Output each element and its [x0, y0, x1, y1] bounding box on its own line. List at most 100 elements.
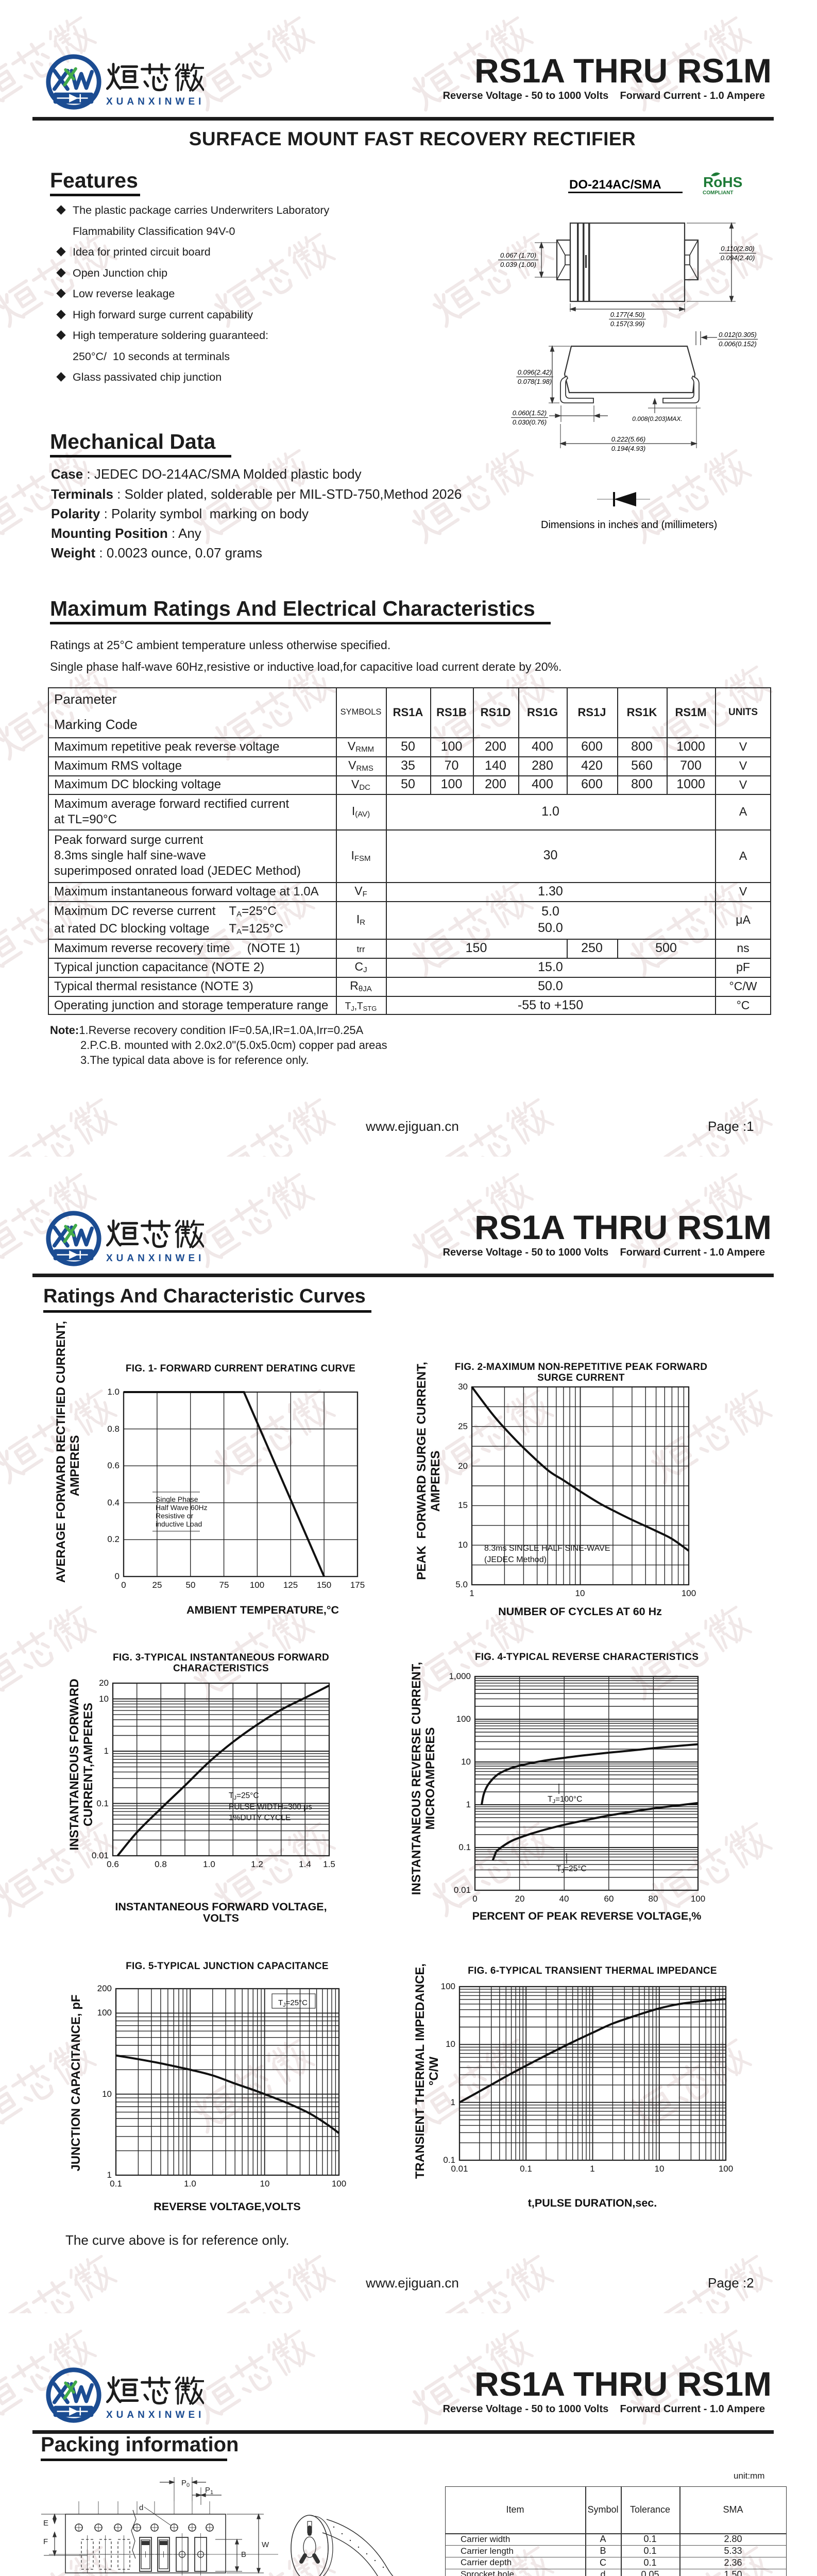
- svg-text:0.039 (1.00): 0.039 (1.00): [500, 261, 536, 268]
- svg-text:MICROAMPERES: MICROAMPERES: [423, 1727, 437, 1830]
- svg-text:inductive Load: inductive Load: [156, 1520, 202, 1528]
- svg-text:10: 10: [260, 2179, 270, 2189]
- svg-text:0.1: 0.1: [443, 2155, 455, 2165]
- svg-text:1.5: 1.5: [323, 1859, 335, 1869]
- svg-text:50: 50: [186, 1580, 196, 1590]
- svg-text:0.110(2.80): 0.110(2.80): [721, 245, 755, 252]
- svg-text:100: 100: [682, 1588, 696, 1598]
- svg-text:AMBIENT TEMPERATURE,°C: AMBIENT TEMPERATURE,°C: [186, 1604, 339, 1616]
- svg-text:0.008(0.203)MAX.: 0.008(0.203)MAX.: [632, 415, 682, 422]
- svg-text:0.012(0.305): 0.012(0.305): [719, 331, 757, 338]
- svg-text:30: 30: [458, 1382, 468, 1392]
- svg-text:TJ=100°C: TJ=100°C: [548, 1795, 582, 1805]
- svg-text:25: 25: [152, 1580, 162, 1590]
- svg-text:1.2: 1.2: [251, 1859, 263, 1869]
- svg-text:0.222(5.66): 0.222(5.66): [611, 435, 646, 443]
- svg-text:10: 10: [99, 1694, 109, 1704]
- svg-text:RoHS: RoHS: [703, 174, 742, 190]
- svg-text:d: d: [139, 2503, 143, 2512]
- svg-text:1: 1: [466, 1800, 471, 1809]
- svg-text:175: 175: [350, 1580, 365, 1590]
- svg-text:TJ=25°C: TJ=25°C: [278, 1998, 308, 2008]
- svg-text:1: 1: [107, 2170, 112, 2180]
- svg-text:0.4: 0.4: [107, 1498, 120, 1507]
- svg-text:F: F: [43, 2537, 48, 2546]
- svg-text:0: 0: [472, 1894, 477, 1904]
- svg-text:0.8: 0.8: [107, 1424, 120, 1434]
- svg-text:125: 125: [283, 1580, 298, 1590]
- svg-text:PERCENT OF PEAK REVERSE VOLTAG: PERCENT OF PEAK REVERSE VOLTAGE,%: [472, 1910, 702, 1922]
- svg-text:100: 100: [97, 2008, 112, 2018]
- svg-text:0.030(0.76): 0.030(0.76): [513, 418, 547, 426]
- svg-text:5.0: 5.0: [455, 1580, 468, 1589]
- svg-text:1.0: 1.0: [203, 1859, 215, 1869]
- svg-text:FIG. 2-MAXIMUM NON-REPETITIVE: FIG. 2-MAXIMUM NON-REPETITIVE PEAK FORWA…: [455, 1362, 707, 1372]
- svg-text:1,000: 1,000: [449, 1671, 471, 1681]
- svg-text:0.6: 0.6: [107, 1461, 120, 1470]
- svg-text:8.3ms SINGLE HALF SINE-WAVE: 8.3ms SINGLE HALF SINE-WAVE: [484, 1544, 610, 1553]
- svg-text:100: 100: [441, 1981, 455, 1991]
- svg-text:0.177(4.50): 0.177(4.50): [610, 311, 645, 318]
- svg-text:JUNCTION CAPACITANCE, pF: JUNCTION CAPACITANCE, pF: [69, 1994, 83, 2171]
- svg-text:NUMBER OF CYCLES AT 60 Hz: NUMBER OF CYCLES AT 60 Hz: [498, 1605, 662, 1618]
- svg-text:0.096(2.42): 0.096(2.42): [518, 368, 552, 376]
- svg-text:0.6: 0.6: [107, 1859, 119, 1869]
- svg-text:20: 20: [515, 1894, 525, 1904]
- svg-text:W: W: [262, 2540, 269, 2549]
- svg-text:10: 10: [446, 2039, 455, 2049]
- svg-text:15: 15: [458, 1500, 468, 1510]
- svg-text:100: 100: [250, 1580, 264, 1590]
- svg-text:10: 10: [655, 2164, 665, 2174]
- svg-text:150: 150: [317, 1580, 331, 1590]
- svg-text:0.01: 0.01: [451, 2164, 468, 2174]
- svg-text:TJ=25°C: TJ=25°C: [556, 1865, 587, 1874]
- svg-text:100: 100: [691, 1894, 705, 1904]
- svg-text:100: 100: [456, 1714, 471, 1724]
- svg-text:FIG. 1- FORWARD CURRENT DERATI: FIG. 1- FORWARD CURRENT DERATING CURVE: [126, 1363, 355, 1374]
- svg-text:°C/W: °C/W: [427, 2057, 441, 2086]
- svg-text:0.01: 0.01: [92, 1851, 109, 1860]
- svg-text:0.067 (1.70): 0.067 (1.70): [500, 251, 536, 259]
- svg-text:0.194(4.93): 0.194(4.93): [611, 445, 646, 452]
- svg-text:FIG. 6-TYPICAL TRANSIENT THERM: FIG. 6-TYPICAL TRANSIENT THERMAL IMPEDAN…: [468, 1965, 717, 1976]
- svg-text:1: 1: [104, 1746, 109, 1756]
- svg-text:200: 200: [97, 1984, 112, 1993]
- svg-text:FIG. 5-TYPICAL JUNCTION CAPACI: FIG. 5-TYPICAL JUNCTION CAPACITANCE: [126, 1961, 329, 1972]
- svg-text:Resistive or: Resistive or: [156, 1512, 193, 1520]
- svg-text:INSTANTANEOUS REVERSE CURRENT,: INSTANTANEOUS REVERSE CURRENT,: [410, 1662, 423, 1895]
- svg-text:TRANSIENT THERMAL IMPEDANCE,: TRANSIENT THERMAL IMPEDANCE,: [413, 1963, 427, 2179]
- svg-text:DO-214AC/SMA: DO-214AC/SMA: [569, 178, 661, 192]
- svg-text:0.8: 0.8: [155, 1859, 167, 1869]
- svg-text:0.006(0.152): 0.006(0.152): [719, 340, 757, 348]
- svg-text:0.078(1.98): 0.078(1.98): [518, 378, 552, 385]
- svg-text:B: B: [241, 2550, 246, 2559]
- svg-text:1.4: 1.4: [299, 1859, 311, 1869]
- svg-text:1%DUTY CYCLE: 1%DUTY CYCLE: [229, 1814, 291, 1822]
- svg-text:AMPERES: AMPERES: [68, 1435, 82, 1497]
- svg-text:75: 75: [219, 1580, 229, 1590]
- svg-text:10: 10: [102, 2089, 112, 2099]
- svg-text:INSTANTANEOUS FORWARD VOLTAGE,: INSTANTANEOUS FORWARD VOLTAGE,: [115, 1901, 327, 1913]
- svg-text:P0: P0: [181, 2479, 190, 2488]
- svg-text:0.1: 0.1: [96, 1799, 109, 1808]
- svg-text:CHARACTERISTICS: CHARACTERISTICS: [173, 1663, 269, 1674]
- svg-text:AMPERES: AMPERES: [429, 1451, 442, 1512]
- svg-text:P1: P1: [205, 2486, 213, 2496]
- svg-text:TJ=25°C: TJ=25°C: [229, 1791, 259, 1801]
- svg-text:COMPLIANT: COMPLIANT: [703, 190, 733, 196]
- svg-text:0.094(2.40): 0.094(2.40): [721, 254, 755, 262]
- svg-text:1: 1: [469, 1588, 474, 1598]
- svg-text:20: 20: [458, 1461, 468, 1471]
- svg-text:0.1: 0.1: [520, 2164, 532, 2174]
- svg-text:0.1: 0.1: [110, 2179, 122, 2189]
- svg-text:100: 100: [719, 2164, 733, 2174]
- svg-text:PEAK FORWARD SURGE CURRENT,: PEAK FORWARD SURGE CURRENT,: [415, 1362, 429, 1580]
- svg-text:1: 1: [451, 2097, 455, 2107]
- svg-text:1.0: 1.0: [107, 1387, 120, 1397]
- svg-text:PULSE WIDTH=300 μs: PULSE WIDTH=300 μs: [229, 1803, 312, 1811]
- svg-text:AVERAGE FORWARD RECTIFIED CURR: AVERAGE FORWARD RECTIFIED CURRENT,: [54, 1321, 68, 1583]
- svg-text:Half Wave 60Hz: Half Wave 60Hz: [156, 1503, 208, 1512]
- svg-text:80: 80: [649, 1894, 658, 1904]
- svg-text:t,PULSE DURATION,sec.: t,PULSE DURATION,sec.: [528, 2197, 657, 2209]
- svg-text:0: 0: [121, 1580, 126, 1590]
